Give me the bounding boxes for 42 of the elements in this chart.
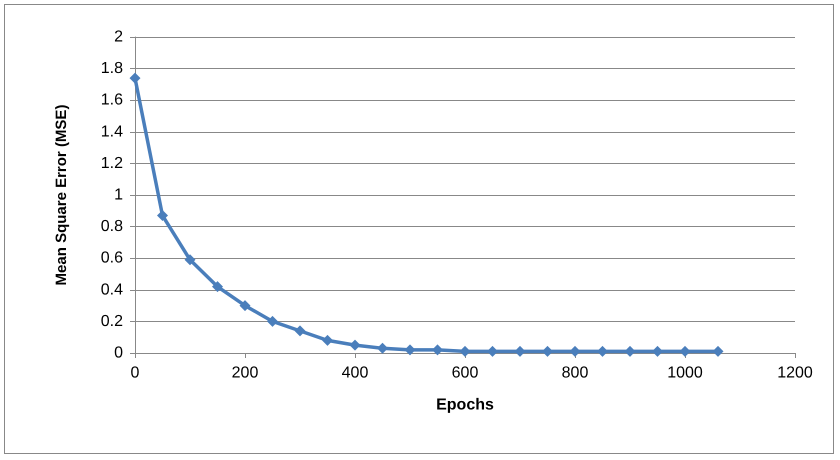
y-axis-title: Mean Square Error (MSE) [53, 104, 70, 286]
point [597, 346, 608, 357]
point [624, 346, 636, 357]
point [487, 346, 498, 357]
y-tick-label: 1 [114, 186, 124, 204]
x-tick-label: 600 [452, 364, 478, 382]
point [240, 300, 250, 312]
y-tick-label: 2 [114, 28, 124, 46]
point [460, 346, 470, 357]
y-tick-label: 0.4 [100, 281, 124, 298]
x-axis-title: Epochs [436, 396, 494, 414]
x-tick-label: 1000 [667, 364, 703, 382]
point [680, 346, 690, 357]
point [514, 346, 526, 357]
y-tick-label: 0.8 [100, 218, 124, 236]
x-tick-label: 400 [342, 364, 368, 382]
point [267, 316, 278, 327]
point [184, 254, 196, 266]
x-tick-label: 800 [562, 364, 588, 382]
y-tick-label: 0.2 [100, 312, 124, 330]
x-tick-label: 0 [130, 364, 140, 382]
point [157, 210, 168, 222]
x-tick-label: 200 [232, 364, 258, 382]
y-tick-label: 0.6 [100, 250, 124, 267]
point [212, 281, 223, 292]
point [712, 346, 724, 357]
point [652, 346, 663, 357]
point [542, 346, 553, 357]
point [294, 325, 306, 336]
y-tick-label: 0 [114, 344, 124, 362]
y-tick-label: 1.6 [100, 92, 124, 109]
point [350, 340, 360, 351]
y-tick-label: 1.8 [100, 60, 124, 78]
point [432, 344, 443, 356]
y-tick-label: 1.2 [100, 154, 124, 172]
point [130, 72, 140, 84]
x-tick-label: 1200 [777, 364, 813, 382]
point [322, 334, 333, 346]
point [404, 344, 416, 356]
y-tick-label: 1.4 [100, 123, 124, 140]
point [570, 346, 580, 357]
point [377, 342, 388, 354]
